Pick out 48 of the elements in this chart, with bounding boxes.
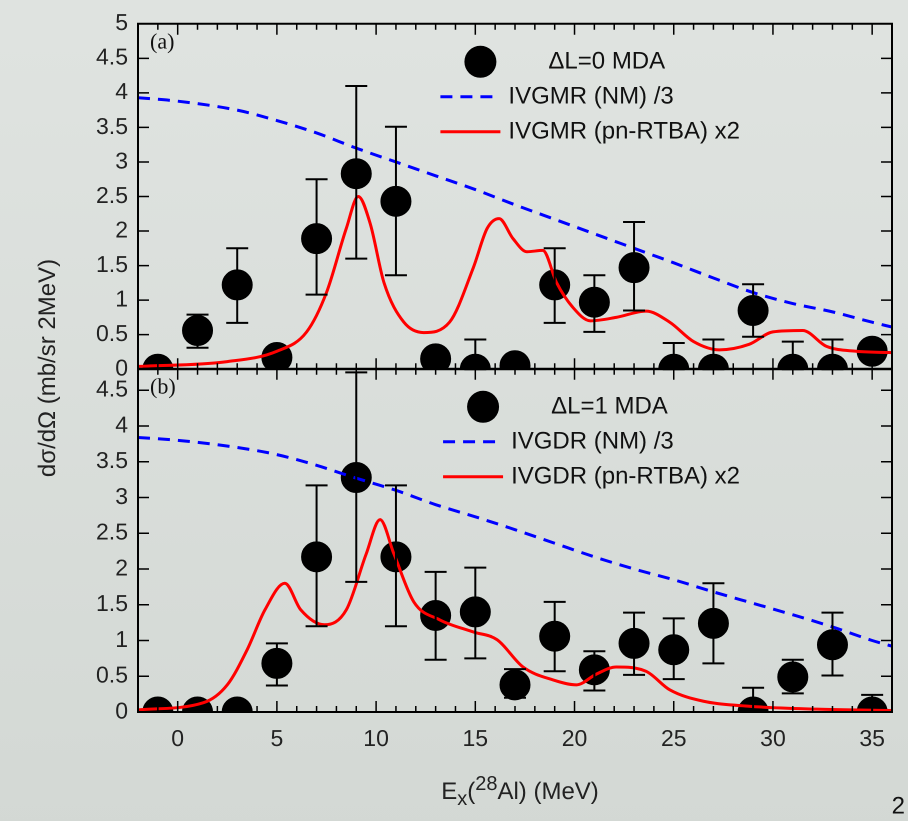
point [618,628,650,659]
y-tick-label: 1 [115,285,128,312]
x-tick-label: 10 [363,725,389,752]
y-tick-label: 3.5 [96,447,128,474]
legend-label: IVGMR (pn-RTBA) x2 [508,117,740,144]
y-axis-title: dσ/dΩ (mb/sr 2MeV) [34,258,62,478]
y-tick-label: 2.5 [96,182,128,208]
line-series [138,518,892,712]
legend-label: ΔL=1 MDA [551,392,668,420]
y-tick-label: 3.5 [96,112,128,139]
y-tick-label: 1.5 [96,590,128,616]
legend-label: IVGDR (NM) /3 [511,427,674,454]
y-tick-label: 3 [115,482,128,509]
legend-label: IVGMR (NM) /3 [508,82,674,110]
point [261,648,292,679]
y-tick-label: 2.5 [96,518,128,545]
x-tick-label: 30 [760,725,786,752]
point [658,634,690,666]
point [816,629,848,660]
y-tick-label: 3 [115,147,128,174]
annotation: (a) [150,28,174,54]
x-axis-title: E$_{x}$($^{28}$Al) (MeV) [441,773,599,811]
point [460,596,491,628]
y-tick-label: 4 [115,411,128,438]
x-tick-label: 35 [859,725,885,752]
y-tick-label: 2 [115,216,128,242]
x-tick-label: 5 [270,725,284,752]
x-tick-label: 25 [660,725,687,752]
x-tick-label: 15 [462,725,488,752]
annotation: (b) [150,374,176,399]
legend-label: IVGDR (pn-RTBA) x2 [511,462,740,490]
x-tick-label: 0 [171,725,184,752]
point [301,541,332,572]
x-tick-label: 20 [562,725,588,752]
y-tick-label: 2 [115,554,128,580]
point [698,608,729,639]
y-tick-label: 1 [115,626,128,652]
point [539,620,570,652]
legend-label: ΔL=0 MDA [548,47,666,74]
y-tick-label: 5 [115,9,128,36]
y-tick-label: 0.5 [96,662,128,688]
y-tick-label: 4.5 [96,44,128,70]
line-series [138,195,892,368]
y-tick-label: 4 [115,78,128,104]
y-tick-label: 1.5 [96,250,128,277]
y-tick-label: 0 [115,697,128,724]
y-tick-label: 0.5 [96,320,128,346]
text: 2 [892,792,905,820]
